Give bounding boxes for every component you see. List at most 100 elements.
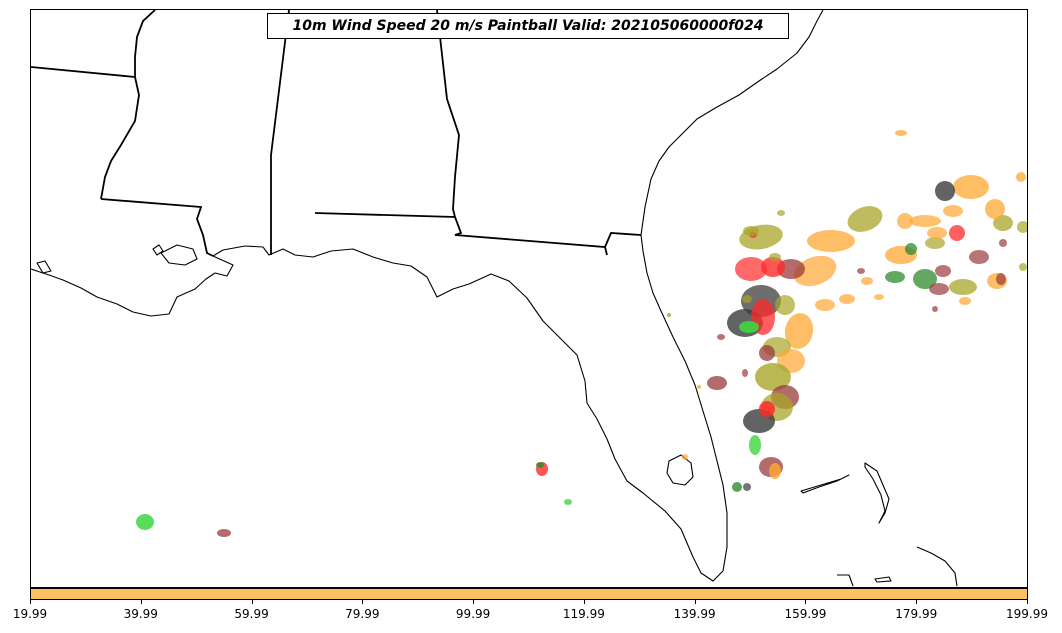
colorbar-tick — [140, 600, 142, 604]
paintball-blob-olive — [755, 363, 791, 391]
paintball-blob-brown — [707, 376, 727, 390]
border-la-ms — [100, 198, 214, 257]
paintball-blob-brown — [217, 529, 231, 537]
paintball-blob-orange — [909, 215, 941, 227]
border-al-fl — [314, 212, 642, 248]
colorbar-tick — [251, 600, 253, 604]
paintball-blob-brown — [929, 283, 949, 295]
bahamas-eleuthera — [916, 546, 958, 587]
colorbar-tick-label: 119.99 — [562, 607, 605, 621]
paintball-blob-red — [735, 257, 767, 281]
small-isle-1 — [152, 244, 164, 256]
map-panel — [30, 9, 1028, 588]
paintball-blob-brown — [759, 345, 775, 361]
paintball-blob-red — [761, 257, 785, 277]
colorbar-tick — [362, 600, 364, 604]
paintball-blob-olive — [667, 313, 671, 317]
colorbar-tick-label: 19.99 — [12, 607, 48, 621]
colorbar-tick-label: 159.99 — [784, 607, 827, 621]
paintball-blob-olive — [993, 215, 1013, 231]
paintball-blob-orange — [697, 385, 701, 389]
paintball-blob-brown — [996, 273, 1006, 285]
colorbar — [30, 588, 1028, 600]
paintball-blob-green — [739, 321, 759, 333]
paintball-blob-orange — [959, 297, 971, 305]
colorbar-tick — [473, 600, 475, 604]
paintball-blob-olive — [1017, 221, 1027, 233]
colorbar-tick — [694, 600, 696, 604]
border-fl-ga — [604, 246, 608, 256]
paintball-blob-orange — [897, 213, 913, 229]
bahamas-island — [800, 474, 850, 494]
paintball-blob-orange — [985, 199, 1005, 219]
colorbar-tick — [583, 600, 585, 604]
paintball-blob-green — [749, 435, 761, 455]
paintball-blob-brown — [742, 369, 748, 377]
paintball-blob-olive — [775, 295, 795, 315]
paintball-blob-olive — [742, 295, 752, 303]
border-ark-la — [31, 66, 136, 78]
colorbar-tick-label: 199.99 — [1006, 607, 1048, 621]
keys-island — [837, 574, 854, 587]
paintball-blob-darkgreen — [732, 482, 742, 492]
colorbar-tick-label: 79.99 — [345, 607, 380, 621]
paintball-blob-orange — [1016, 172, 1026, 182]
pontchartrain — [160, 244, 198, 266]
lake-okeechobee — [666, 454, 694, 486]
paintball-blob-olive — [949, 279, 977, 295]
paintball-blob-brown — [999, 239, 1007, 247]
border-ms-al — [270, 10, 290, 255]
bahamas-andros — [864, 462, 890, 524]
paintball-blob-orange — [861, 277, 873, 285]
paintball-blob-orange — [927, 227, 947, 239]
paintball-blob-olive — [769, 253, 781, 261]
bahamas-small — [874, 576, 892, 583]
paintball-blob-olive — [1019, 263, 1027, 271]
paintball-blob-darkgreen — [885, 271, 905, 283]
colorbar-tick — [1027, 600, 1028, 604]
paintball-blob-orange — [895, 130, 907, 136]
colorbar-tick — [30, 600, 31, 604]
paintball-blob-green — [564, 499, 572, 505]
paintball-blob-orange — [874, 294, 884, 300]
paintball-blob-red — [759, 401, 775, 417]
paintball-blob-orange — [769, 463, 781, 479]
colorbar-tick — [805, 600, 807, 604]
paintball-blob-orange — [807, 230, 855, 252]
paintball-blob-darkgreen — [536, 462, 544, 468]
paintball-blob-brown — [857, 268, 865, 274]
small-isle-2 — [36, 260, 52, 274]
paintball-blob-darkgreen — [905, 243, 917, 255]
paintball-blob-gray — [935, 181, 955, 201]
colorbar-tick-label: 99.99 — [455, 607, 491, 621]
border-al-ga — [436, 10, 460, 218]
colorbar-tick — [916, 600, 918, 604]
paintball-blob-olive — [925, 237, 945, 249]
map-canvas — [31, 10, 1027, 587]
paintball-blob-orange — [953, 175, 989, 199]
colorbar-tick-label: 179.99 — [895, 607, 938, 621]
paintball-blob-gray — [743, 483, 751, 491]
colorbar-tick-label: 39.99 — [123, 607, 158, 621]
paintball-blobs — [136, 130, 1027, 537]
paintball-blob-olive — [847, 206, 883, 232]
paintball-blob-green — [136, 514, 154, 530]
paintball-blob-red — [949, 225, 965, 241]
paintball-blob-orange — [682, 454, 688, 460]
paintball-blob-brown — [969, 250, 989, 264]
paintball-blob-brown — [935, 265, 951, 277]
paintball-blob-brown — [932, 306, 938, 312]
paintball-blob-olive — [777, 210, 785, 216]
paintball-blob-olive — [739, 224, 783, 250]
gulf-coastline — [31, 10, 824, 582]
border-ms-river — [100, 10, 156, 200]
paintball-blob-olive — [743, 226, 759, 236]
paintball-blob-orange — [943, 205, 963, 217]
coastline — [31, 10, 958, 587]
colorbar-tick-label: 59.99 — [234, 607, 269, 621]
map-title: 10m Wind Speed 20 m/s Paintball Valid: 2… — [267, 13, 789, 39]
paintball-blob-orange — [784, 313, 814, 349]
paintball-blob-orange — [815, 299, 835, 311]
state-borders — [31, 10, 642, 257]
paintball-blob-brown — [717, 334, 725, 340]
